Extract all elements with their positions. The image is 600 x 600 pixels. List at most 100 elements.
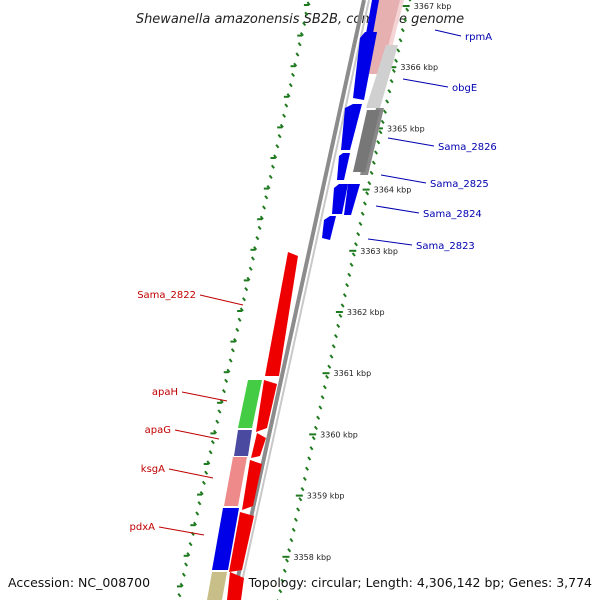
minor-tick [250,256,255,261]
minor-tick [226,368,231,373]
gene-label-ksga[interactable]: ksgA [141,464,165,475]
minor-tick [264,195,269,200]
gene-leader-line [199,294,244,306]
minor-tick [275,144,280,149]
gene-label-rpma[interactable]: rpmA [465,32,492,43]
minor-tick [293,62,298,67]
gene-leader-line [387,137,435,147]
minor-tick [340,303,345,308]
minor-tick [380,119,385,125]
minor-tick [287,548,292,553]
gene-label-sama-2824[interactable]: Sama_2824 [423,209,482,220]
minor-tick [338,313,343,318]
minor-tick [358,221,363,227]
minor-tick [394,58,399,63]
gene-label-sama-2822[interactable]: Sama_2822 [137,290,196,301]
reverse-gene-arrow[interactable] [251,433,266,458]
minor-tick [224,378,229,384]
minor-tick [295,52,300,57]
minor-tick [336,323,341,329]
minor-tick [184,562,189,567]
minor-tick [298,497,303,502]
minor-tick [284,558,289,563]
reverse-gene-arrow[interactable] [265,252,298,376]
minor-tick [213,429,218,435]
gene-label-sama-2823[interactable]: Sama_2823 [416,241,475,252]
minor-tick [360,211,365,216]
minor-tick [201,480,206,486]
reverse-gene-arrow[interactable] [227,572,244,600]
gene-leader-line [168,468,214,479]
minor-tick [235,327,240,333]
gene-label-apah[interactable]: apaH [152,387,178,398]
minor-tick [299,31,304,37]
minor-tick [217,409,222,414]
minor-tick [215,419,220,424]
minor-tick [208,450,213,455]
reverse-gene-arrow[interactable] [242,460,262,510]
gene-label-sama-2826[interactable]: Sama_2826 [438,142,497,153]
gene-leader-line [181,391,228,402]
minor-tick [193,521,197,526]
minor-tick [333,333,338,339]
minor-tick [266,184,271,190]
minor-tick [290,72,295,78]
ticks-outer-ring: 3367 kbp 3366 kbp 3365 kbp 3364 kbp 3363 kbp… [276,0,451,600]
minor-tick [325,374,330,380]
forward-gene-arrow[interactable] [332,184,348,214]
minor-tick [181,572,186,577]
minor-tick [297,42,302,47]
tick-label: 3366 kbp [400,63,438,72]
minor-tick [387,89,392,94]
gene-leader-line [158,526,205,536]
forward-gene-arrow[interactable] [344,184,360,215]
forward-gene-arrow[interactable] [337,153,350,180]
minor-tick [282,113,287,118]
minor-tick [291,527,296,533]
minor-tick [286,93,291,98]
forward-gene-arrow[interactable] [341,104,362,150]
minor-tick [257,225,262,231]
minor-tick [369,170,374,176]
tick-label: 3361 kbp [334,369,372,378]
minor-tick [248,266,253,271]
minor-tick [244,286,249,292]
gene-leader-line [434,29,462,37]
gene-label-sama-2825[interactable]: Sama_2825 [430,179,489,190]
minor-tick [307,456,312,461]
gene-label-obge[interactable]: obgE [452,83,477,94]
minor-tick [270,164,275,169]
minor-tick [408,0,412,2]
minor-tick [282,568,287,573]
minor-tick [331,344,336,349]
minor-tick [293,517,298,522]
gene-label-pdxa[interactable]: pdxA [130,522,156,533]
minor-tick [305,466,309,471]
tick-label: 3362 kbp [347,308,385,317]
minor-tick [374,150,379,155]
gene-label-apag[interactable]: apaG [145,425,171,436]
forward-gene-arrow[interactable] [353,32,377,100]
minor-tick [280,578,285,584]
composition-track [207,380,262,600]
minor-tick [391,68,396,74]
minor-tick [405,7,410,12]
minor-tick [367,180,372,186]
minor-tick [300,486,305,492]
minor-tick [365,191,370,196]
minor-tick [306,1,311,6]
minor-tick [398,38,403,43]
genome-backbone [231,0,370,600]
reverse-gene-arrow[interactable] [256,380,277,432]
minor-tick [403,17,407,23]
forward-gene-arrow[interactable] [322,216,336,240]
reverse-genes [227,252,298,600]
minor-tick [237,317,242,322]
minor-tick [296,507,301,512]
minor-tick [221,388,226,394]
minor-tick [320,395,325,400]
minor-tick [255,235,260,241]
minor-tick [228,358,233,363]
reverse-gene-arrow[interactable] [229,512,254,572]
gene-leader-line [174,429,220,440]
